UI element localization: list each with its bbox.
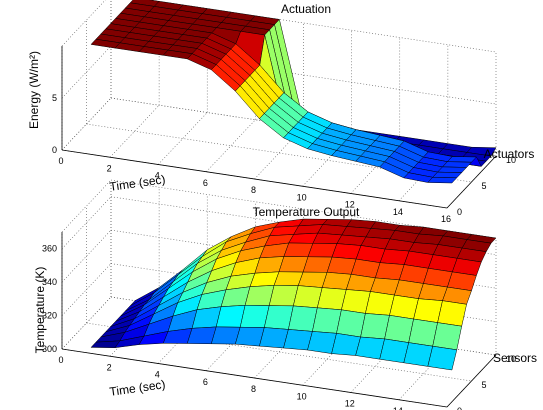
x-tick-label: 14 [393, 207, 403, 217]
axis-lines [61, 46, 497, 209]
grid-line [61, 179, 112, 233]
y-tick-label: 5 [482, 181, 487, 191]
surface-patch [408, 318, 438, 347]
surface-patch [331, 243, 362, 260]
x-tick-label: 0 [58, 355, 63, 365]
axis-line [446, 354, 497, 408]
z-tick-label: 300 [42, 344, 57, 354]
actuation-chart: 0 2 4 6 8 10 12 14 16 0 5 10 0 5 Actuation Time (sec) Ac… [27, 0, 534, 224]
x-axis-label: Time (sec) [109, 377, 167, 399]
x-tick-label: 0 [58, 156, 63, 166]
z-tick-label: 0 [52, 145, 57, 155]
x-axis-label: Time (sec) [109, 172, 167, 194]
x-tick-label: 12 [345, 200, 355, 210]
y-tick-label: 0 [457, 406, 462, 410]
grid-line [61, 196, 112, 249]
surface-patch [442, 161, 472, 168]
grid-line [110, 45, 497, 105]
y-tick-label: 10 [506, 155, 516, 165]
z-tick-label: 360 [42, 244, 57, 254]
surface [90, 218, 497, 371]
y-tick-label: 5 [482, 380, 487, 390]
surface-patch [321, 272, 352, 290]
axis-line [61, 149, 448, 209]
y-tick-label: 10 [506, 354, 516, 364]
surface-patch [447, 156, 477, 163]
surface-patch [437, 166, 467, 173]
x-tick-label: 12 [345, 399, 355, 409]
surface [90, 0, 497, 184]
x-tick-label: 14 [393, 406, 403, 410]
surface-patch [312, 232, 343, 244]
x-tick-label: 6 [203, 178, 208, 188]
x-tick-label: 4 [155, 171, 160, 181]
x-tick-label: 4 [155, 370, 160, 380]
surface-patch [427, 177, 458, 184]
x-tick-label: 8 [251, 185, 256, 195]
axis-line [446, 155, 497, 209]
y-axis-label: Actuators [484, 147, 535, 161]
surface-patch [259, 327, 289, 349]
x-tick-label: 2 [107, 163, 112, 173]
x-tick-label: 6 [203, 377, 208, 387]
surface-patch [336, 309, 366, 338]
x-tick-label: 10 [297, 192, 307, 202]
x-tick-label: 2 [107, 362, 112, 372]
surface-patch [403, 342, 433, 367]
surface-patch [379, 248, 410, 265]
surface-patch [365, 291, 395, 316]
chart-title: Temperature Output [253, 205, 360, 219]
surface-patch [432, 171, 462, 179]
x-tick-label: 10 [297, 391, 307, 401]
surface-patch [427, 345, 458, 371]
z-tick-label: 320 [42, 311, 57, 321]
surface-patch [379, 338, 409, 364]
surface-patch [389, 294, 419, 320]
chart-title: Actuation [281, 2, 331, 16]
y-tick-label: 0 [457, 207, 462, 217]
surface-patch [437, 300, 467, 327]
grid-line [206, 119, 256, 172]
grid-line [86, 322, 472, 382]
x-tick-label: 8 [251, 384, 256, 394]
surface-patch [326, 256, 357, 275]
temperature-output-chart: 0 2 4 6 8 10 12 14 16 0 5 10 300 320 340 360 Temperature… [33, 179, 537, 410]
tick-labels: 02468101214160510300320340360 [42, 244, 516, 410]
grid-line [148, 0, 497, 53]
x-tick-label: 16 [441, 214, 451, 224]
z-axis-label: Temperature (K) [33, 267, 47, 354]
surface-patch [432, 322, 462, 351]
y-axis-label: Sensors [493, 351, 537, 365]
grid-line [158, 112, 208, 165]
z-tick-label: 5 [52, 93, 57, 103]
axis-lines [61, 232, 497, 408]
z-axis-label: Energy (W/m²) [27, 51, 41, 129]
tick-labels: 0 2 4 6 8 10 12 14 16 0 5 10 0 5 [52, 93, 516, 224]
z-tick-label: 340 [42, 277, 57, 287]
axis-line [61, 348, 448, 408]
surface-patch [384, 315, 414, 343]
